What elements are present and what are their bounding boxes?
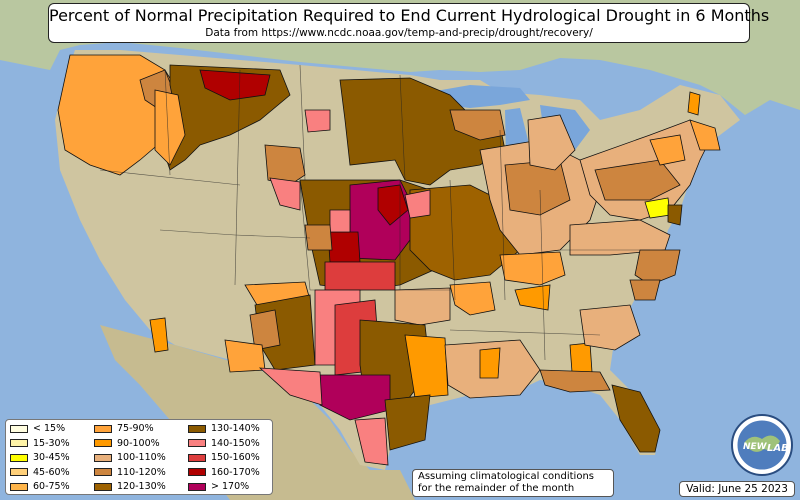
legend-swatch (10, 424, 28, 433)
legend-label: > 170% (211, 481, 250, 492)
region-mass-orange (687, 91, 701, 116)
region-michigan-tan (527, 114, 576, 171)
state-boundaries (99, 64, 650, 361)
region-delmarva-brown (667, 204, 683, 226)
legend-item: 30-45% (10, 452, 70, 464)
region-mn-orange (449, 109, 506, 141)
logo-text-right: LAB (767, 443, 789, 454)
legend-item: 120-130% (94, 481, 166, 493)
region-colorado-brown (304, 224, 333, 251)
legend-swatch (10, 439, 28, 447)
legend-swatch (10, 468, 28, 476)
region-georgia-tan (579, 304, 641, 351)
legend-swatch (188, 439, 206, 447)
region-wy-pink (269, 177, 301, 211)
region-kansas-darkred (327, 231, 361, 263)
region-tx-coast-brown (384, 394, 431, 451)
legend-label: 130-140% (211, 423, 260, 434)
legend-swatch (94, 453, 112, 462)
logo-text-left: NEW (743, 442, 768, 452)
climatology-note: Assuming climatological conditions for t… (412, 469, 614, 497)
legend-label: 160-170% (211, 466, 260, 478)
legend-item: 100-110% (94, 452, 166, 464)
region-missouri-pink (404, 189, 431, 219)
legend-label: 75-90% (117, 423, 154, 434)
legend-swatch (188, 468, 206, 476)
legend-swatch (10, 453, 28, 462)
legend-label: 110-120% (117, 466, 166, 478)
region-upper-midwest-brown (339, 77, 506, 186)
region-alabama-orange (569, 342, 593, 373)
region-tx-east-orange (404, 334, 449, 399)
legend-label: 100-110% (117, 452, 166, 463)
region-ny-orange (649, 134, 686, 166)
newlab-logo: NEW LAB (731, 414, 793, 476)
map-subtitle: Data from https://www.ncdc.noaa.gov/temp… (205, 27, 593, 39)
region-arizona-orange (149, 317, 169, 353)
legend-swatch (188, 482, 206, 491)
region-sc-brown (629, 279, 661, 301)
region-tx-west-pink (258, 367, 323, 406)
legend-swatch (94, 468, 112, 476)
legend-item: 45-60% (10, 467, 70, 479)
legend-label: 15-30% (33, 437, 70, 449)
drought-regions (57, 54, 721, 466)
region-idaho-orange (154, 89, 186, 166)
region-pa-brown (594, 159, 681, 201)
mexico-land (100, 325, 415, 500)
region-montana-red (199, 69, 271, 101)
map-title: Percent of Normal Precipitation Required… (49, 6, 770, 25)
legend-item: > 170% (188, 481, 249, 493)
legend-label: 140-150% (211, 437, 260, 449)
region-arkansas-orange (449, 281, 496, 316)
region-nm-lightbrown (249, 309, 281, 351)
region-kansas-red (324, 261, 396, 291)
legend-label: 120-130% (117, 481, 166, 492)
legend-label: 150-160% (211, 452, 260, 463)
region-maryland-yellow (644, 197, 671, 219)
legend-item: 110-120% (94, 467, 166, 479)
legend-item: 150-160% (188, 452, 260, 464)
legend-swatch (188, 424, 206, 433)
legend-swatch (10, 482, 28, 491)
legend-label: 60-75% (33, 481, 70, 492)
note-line-1: Assuming climatological conditions (418, 471, 594, 482)
region-az-orange (224, 339, 266, 373)
legend-swatch (94, 482, 112, 491)
legend-item: 15-30% (10, 438, 70, 450)
region-tn-orange2 (514, 284, 551, 311)
region-nebraska-darkred (377, 184, 409, 226)
legend-item: 60-75% (10, 481, 70, 493)
legend-item: 130-140% (188, 423, 260, 435)
legend-label: < 15% (33, 423, 66, 434)
region-fl-panhandle-brown (539, 369, 611, 393)
legend-label: 45-60% (33, 466, 70, 478)
legend-item: 75-90% (94, 423, 154, 435)
legend-swatch (94, 439, 112, 447)
legend-label: 30-45% (33, 452, 70, 463)
region-florida-brown (611, 384, 661, 453)
legend: < 15% 15-30% 30-45% 45-60% 60-75% 75-90% 90-10… (5, 419, 273, 495)
note-line-2: for the remainder of the month (418, 483, 575, 494)
region-ks-pink (329, 209, 351, 233)
valid-date: Valid: June 25 2023 (679, 481, 795, 497)
legend-item: 140-150% (188, 438, 260, 450)
region-newengland-orange (689, 119, 721, 151)
legend-swatch (188, 453, 206, 462)
region-sd-pink (304, 109, 331, 133)
legend-label: 90-100% (117, 437, 160, 449)
legend-item: 160-170% (188, 467, 260, 479)
region-gulf-orange (479, 347, 501, 379)
region-oklahoma-tan (394, 287, 451, 326)
legend-swatch (94, 424, 112, 433)
region-tx-south-pink (354, 417, 389, 466)
legend-item: < 15% (10, 423, 65, 435)
region-wyoming-brown (264, 144, 306, 186)
title-box: Percent of Normal Precipitation Required… (48, 3, 770, 43)
legend-item: 90-100% (94, 438, 160, 450)
region-nc-brown (634, 249, 681, 286)
